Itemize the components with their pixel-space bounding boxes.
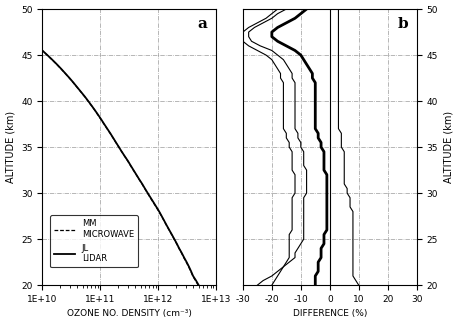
Y-axis label: ALTITUDE (km): ALTITUDE (km)	[443, 111, 453, 183]
Text: a: a	[197, 17, 207, 31]
X-axis label: DIFFERENCE (%): DIFFERENCE (%)	[292, 309, 367, 318]
Legend: MM
MICROWAVE, JL
LIDAR: MM MICROWAVE, JL LIDAR	[50, 215, 138, 267]
Text: b: b	[397, 17, 408, 31]
Y-axis label: ALTITUDE (km): ALTITUDE (km)	[6, 111, 16, 183]
X-axis label: OZONE NO. DENSITY (cm⁻³): OZONE NO. DENSITY (cm⁻³)	[67, 309, 192, 318]
